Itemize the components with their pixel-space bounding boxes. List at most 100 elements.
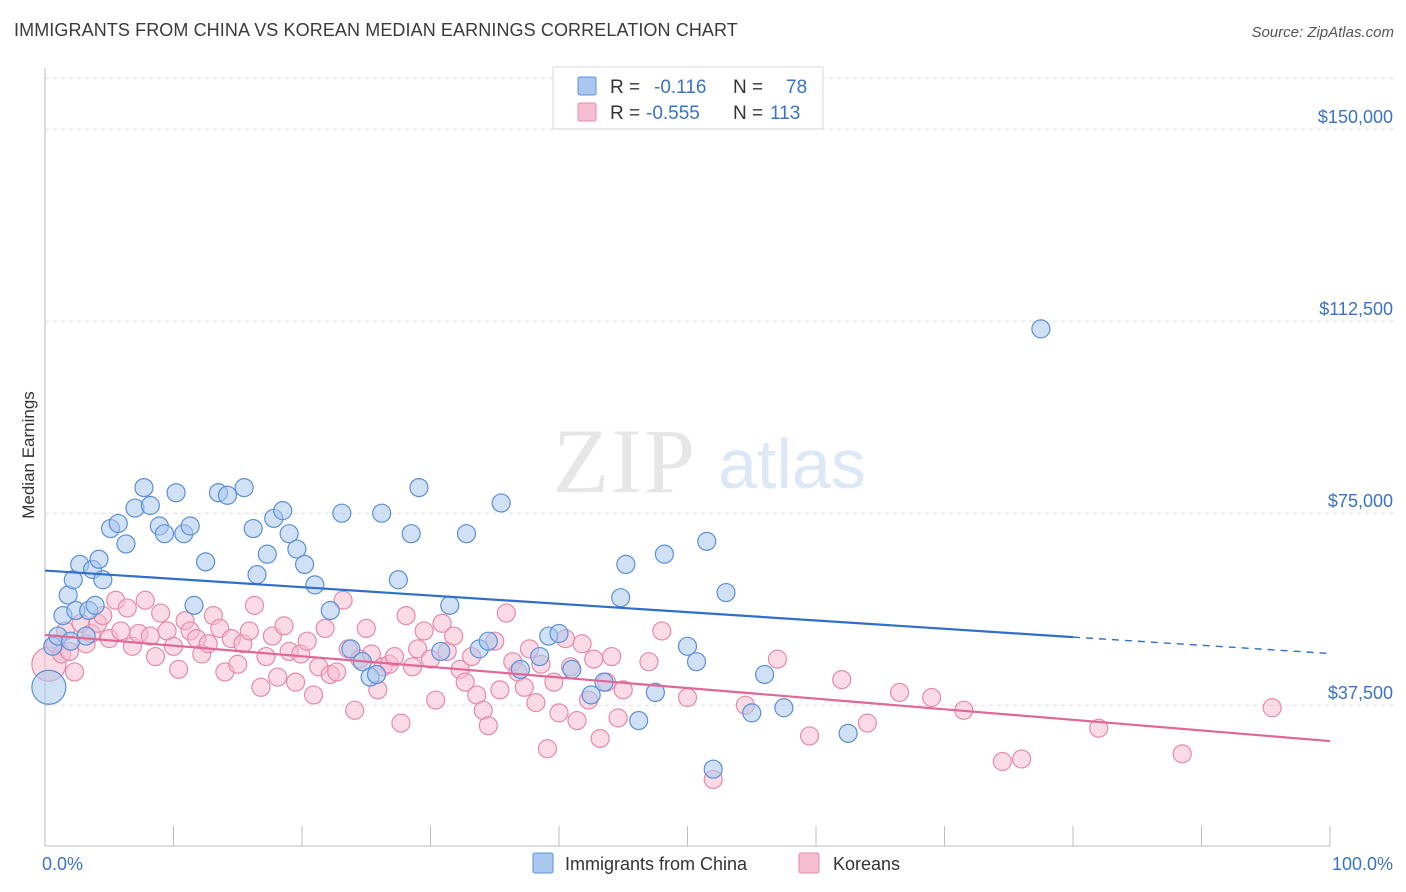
korean-point-72	[455, 672, 475, 692]
series-legend-label-china: Immigrants from China	[565, 854, 748, 874]
china-point-13	[89, 549, 109, 569]
korean-point-65	[414, 621, 434, 641]
legend-swatch-china	[577, 76, 597, 96]
china-point-49	[409, 478, 429, 498]
korean-point-84	[526, 693, 546, 713]
korean-point-36	[244, 595, 265, 615]
china-point-72	[716, 582, 736, 603]
watermark-zip: ZIP	[553, 410, 697, 512]
x-tick-min: 0.0%	[42, 854, 83, 874]
korean-point-37	[251, 677, 271, 697]
china-point-61	[581, 685, 601, 705]
legend-r-value-china: -0.116	[654, 77, 706, 98]
korean-point-113	[1011, 749, 1032, 769]
korean-point-35	[239, 621, 259, 641]
y-tick-label-1: $112,500	[1319, 299, 1393, 319]
korean-point-19	[145, 646, 166, 667]
legend-n-value-china: 78	[786, 77, 807, 98]
china-point-55	[491, 493, 511, 513]
korean-point-91	[567, 710, 587, 731]
china-point-32	[247, 565, 267, 585]
x-tick-max: 100.0%	[1332, 854, 1393, 874]
korean-point-70	[444, 626, 464, 646]
series-legend: Immigrants from China Koreans	[532, 852, 900, 874]
china-point-9	[76, 626, 96, 646]
china-point-75	[774, 698, 794, 718]
korean-point-17	[135, 590, 155, 610]
korean-point-116	[1262, 698, 1282, 718]
chart-title: IMMIGRANTS FROM CHINA VS KOREAN MEDIAN E…	[14, 20, 738, 40]
china-point-37	[287, 539, 307, 559]
korean-point-14	[117, 598, 137, 618]
china-point-36	[279, 524, 299, 544]
china-point-64	[616, 554, 636, 575]
korean-point-43	[285, 672, 306, 692]
korean-point-115	[1172, 744, 1192, 764]
korean-point-50	[327, 662, 347, 682]
korean-point-67	[426, 690, 446, 710]
korean-point-88	[549, 703, 569, 723]
china-point-25	[180, 516, 200, 536]
china-point-74	[754, 664, 775, 685]
korean-point-110	[922, 687, 942, 708]
china-trend-line	[44, 569, 1074, 639]
y-axis-label: Median Earnings	[19, 391, 38, 519]
china-point-23	[166, 483, 186, 503]
legend-r-label-china: R =	[610, 77, 640, 98]
korean-point-38	[256, 646, 276, 667]
series-legend-label-korean: Koreans	[833, 854, 900, 874]
korean-point-114	[1089, 718, 1109, 738]
china-point-29	[217, 485, 238, 505]
china-point-17	[116, 534, 136, 554]
korean-point-78	[490, 680, 510, 700]
korean-point-48	[315, 618, 335, 639]
korean-point-101	[652, 621, 672, 641]
legend-n-value-korean: 113	[770, 103, 800, 124]
korean-point-64	[408, 639, 428, 659]
china-point-65	[629, 710, 649, 731]
korean-point-102	[677, 687, 698, 708]
china-point-39	[305, 575, 325, 595]
china-point-31	[243, 518, 263, 539]
china-point-60	[562, 659, 582, 679]
china-point-66	[645, 682, 665, 703]
korean-point-23	[169, 659, 189, 679]
series-legend-swatch-china	[532, 852, 554, 874]
china-point-77	[1031, 319, 1051, 339]
stats-legend-box	[552, 66, 824, 130]
china-point-70	[697, 531, 717, 551]
china-point-48	[401, 524, 421, 544]
china-point-35	[273, 501, 293, 521]
china-point-40	[320, 600, 340, 621]
korean-point-62	[396, 605, 416, 626]
china-point-76	[838, 723, 858, 743]
legend-n-label-china: N =	[733, 77, 763, 98]
korean-point-100	[639, 652, 659, 672]
china-point-46	[372, 503, 392, 523]
china-point-59	[549, 623, 569, 644]
china-point-0	[31, 669, 67, 705]
china-point-42	[341, 639, 361, 659]
korean-point-108	[857, 713, 878, 733]
korean-point-97	[602, 646, 622, 667]
korean-point-60	[384, 646, 405, 667]
legend-r-label-korean: R =	[610, 103, 640, 124]
korean-point-76	[478, 716, 498, 736]
china-point-41	[332, 503, 352, 523]
korean-point-106	[799, 726, 820, 746]
china-point-52	[456, 524, 477, 544]
y-tick-label-2: $75,000	[1328, 491, 1393, 511]
korean-point-98	[608, 708, 628, 728]
korean-point-20	[151, 603, 171, 623]
korean-point-46	[303, 685, 324, 705]
series-legend-swatch-korean	[798, 852, 820, 874]
korean-trend-line	[44, 633, 1331, 743]
china-point-38	[294, 554, 315, 575]
korean-point-5	[64, 662, 85, 682]
legend-r-value-korean: -0.555	[646, 103, 700, 124]
korean-point-40	[267, 667, 288, 687]
korean-point-51	[333, 590, 353, 610]
china-point-54	[478, 631, 498, 651]
china-point-67	[654, 544, 674, 564]
